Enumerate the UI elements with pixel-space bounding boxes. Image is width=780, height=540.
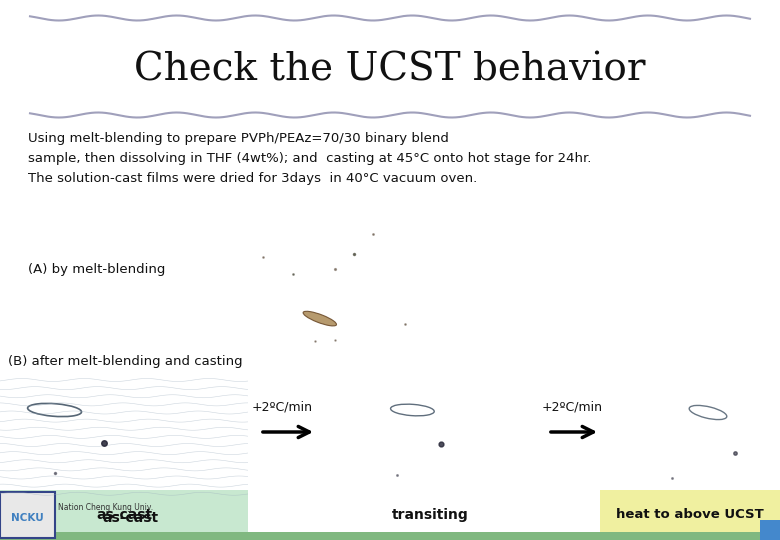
FancyArrowPatch shape <box>263 427 310 437</box>
Bar <box>600 490 780 540</box>
Bar <box>0 492 55 538</box>
Text: Using melt-blending to prepare PVPh/PEAz=70/30 binary blend
sample, then dissolv: Using melt-blending to prepare PVPh/PEAz… <box>28 132 591 185</box>
Text: Check the UCST behavior: Check the UCST behavior <box>134 51 646 89</box>
Text: as-cast: as-cast <box>102 511 158 525</box>
Text: Nation Cheng Kung Univ.: Nation Cheng Kung Univ. <box>58 503 153 512</box>
Bar <box>0 490 248 540</box>
FancyArrowPatch shape <box>551 427 594 437</box>
Text: +2ºC/min: +2ºC/min <box>252 400 313 413</box>
Ellipse shape <box>303 311 336 326</box>
Text: as-cast: as-cast <box>96 508 152 522</box>
Bar <box>0 532 780 540</box>
Text: +2ºC/min: +2ºC/min <box>542 400 603 413</box>
Text: (A) by melt-blending: (A) by melt-blending <box>28 264 165 276</box>
Text: NCKU: NCKU <box>11 513 44 523</box>
Bar <box>760 520 780 540</box>
Text: heat to above UCST: heat to above UCST <box>616 509 764 522</box>
Text: (B) after melt-blending and casting: (B) after melt-blending and casting <box>8 355 243 368</box>
Text: transiting: transiting <box>392 508 468 522</box>
